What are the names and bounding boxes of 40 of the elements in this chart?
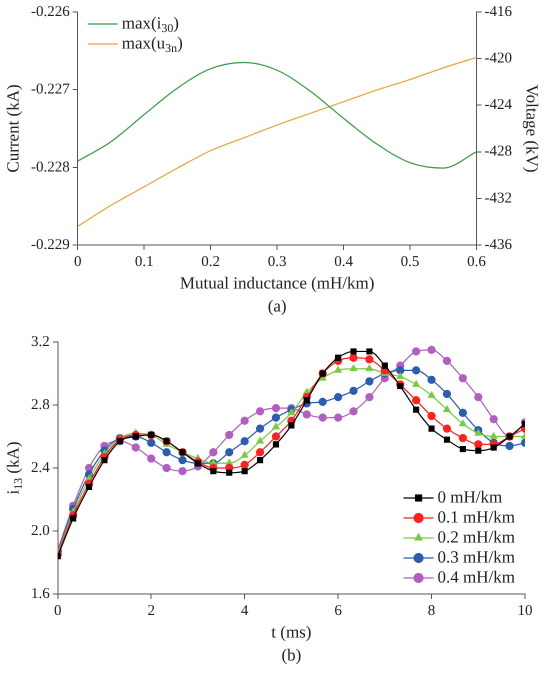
legend-label: 0.3 mH/km [438, 547, 516, 566]
x-tick-label: 0.2 [201, 254, 220, 270]
y2-tick-label: -416 [484, 4, 512, 20]
y-tick-label: 2.0 [31, 522, 50, 539]
x-tick-label: 0 [54, 602, 62, 619]
y-tick-label: -0.228 [30, 159, 70, 176]
x-tick-label: 4 [240, 602, 249, 619]
legend-label: 0.2 mH/km [438, 527, 516, 546]
x-axis-title: Mutual inductance (mH/km) [180, 273, 374, 292]
y2-tick-label: -420 [484, 50, 512, 67]
legend-label: 0 mH/km [438, 487, 502, 506]
x-tick-label: 2 [147, 602, 155, 619]
y2-tick-label: -428 [484, 144, 512, 160]
x-tick-label: 0.5 [400, 254, 420, 270]
x-tick-label: 8 [428, 602, 436, 619]
y-tick-label: -0.229 [30, 236, 70, 253]
x-tick-label: 0 [74, 254, 82, 270]
x-tick-label: 10 [518, 602, 532, 619]
y-tick-label: 2.8 [31, 396, 50, 413]
text: (b) [281, 645, 302, 664]
y-tick-label: 3.2 [31, 334, 50, 350]
y-tick-label: -0.227 [30, 82, 70, 98]
x-tick-label: 0.1 [134, 254, 154, 270]
x-tick-label: 6 [334, 602, 342, 619]
y-tick-label: -0.226 [30, 4, 70, 20]
text: (a) [268, 296, 287, 316]
y2-tick-label: -432 [484, 190, 512, 206]
x-tick-label: 0.3 [268, 254, 286, 270]
y-tick-label: 2.4 [31, 460, 50, 476]
x-tick-label: 0.6 [467, 254, 486, 270]
x-axis-title: t (ms) [271, 622, 312, 642]
x-tick-label: 0.4 [334, 254, 354, 270]
y2-tick-label: -436 [484, 236, 512, 253]
y-axis-title: i13 (kA) [3, 442, 26, 494]
y-axis-title: Current (kA) [3, 84, 22, 173]
y2-axis-title: Voltage (kV) [522, 84, 542, 172]
legend-label: 0.1 mH/km [438, 507, 516, 526]
legend-label: 0.4 mH/km [438, 567, 516, 586]
y2-tick-label: -424 [484, 97, 512, 114]
y-tick-label: 1.6 [31, 586, 50, 602]
